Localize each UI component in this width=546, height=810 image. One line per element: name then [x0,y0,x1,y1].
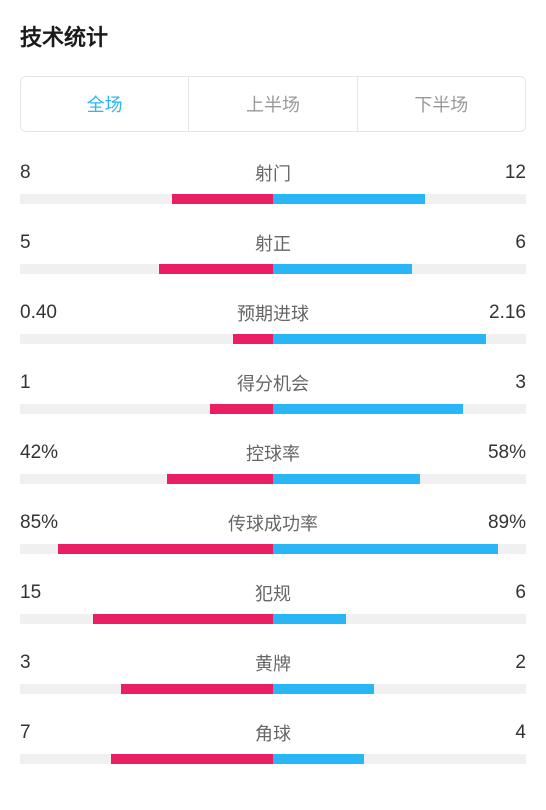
stat-row: 85%传球成功率89% [20,510,526,554]
stat-bar-right-fill [273,194,425,204]
stat-value-right: 6 [466,582,526,604]
stat-label: 角球 [80,720,466,746]
stat-bar-right-track [273,684,526,694]
stats-panel: 技术统计 全场 上半场 下半场 8射门125射正60.40预期进球2.161得分… [0,0,546,810]
stat-bar-right-fill [273,264,412,274]
stat-row: 1得分机会3 [20,370,526,414]
stat-bar-left-track [20,404,273,414]
stat-bar-left-track [20,544,273,554]
stat-header: 85%传球成功率89% [20,510,526,536]
tab-first-half[interactable]: 上半场 [189,77,357,131]
stat-row: 7角球4 [20,720,526,764]
stat-value-right: 89% [466,512,526,534]
stat-value-left: 8 [20,162,80,184]
stat-bar-left-fill [233,334,273,344]
stat-row: 15犯规6 [20,580,526,624]
stat-header: 0.40预期进球2.16 [20,300,526,326]
stat-bar-left-track [20,474,273,484]
stat-bar-right-fill [273,334,486,344]
stat-label: 黄牌 [80,650,466,676]
stat-bar-left-fill [172,194,273,204]
stat-value-right: 58% [466,442,526,464]
stat-bar [20,684,526,694]
stat-bar-left-fill [167,474,273,484]
stat-bar-right-track [273,614,526,624]
stats-list: 8射门125射正60.40预期进球2.161得分机会342%控球率58%85%传… [20,160,526,764]
stat-bar-left-fill [121,684,273,694]
stat-label: 预期进球 [80,300,466,326]
stat-value-left: 0.40 [20,302,80,324]
stat-bar-right-fill [273,474,420,484]
stat-bar-left-track [20,264,273,274]
stat-row: 3黄牌2 [20,650,526,694]
stat-value-left: 3 [20,652,80,674]
stat-bar-right-track [273,404,526,414]
stat-bar-right-track [273,754,526,764]
stat-bar-left-fill [111,754,273,764]
stat-bar-left-fill [58,544,273,554]
stat-header: 42%控球率58% [20,440,526,466]
stat-row: 8射门12 [20,160,526,204]
stat-header: 7角球4 [20,720,526,746]
stat-value-left: 1 [20,372,80,394]
stat-bar [20,404,526,414]
page-title: 技术统计 [20,20,526,52]
stat-value-right: 3 [466,372,526,394]
stat-label: 得分机会 [80,370,466,396]
stat-header: 3黄牌2 [20,650,526,676]
stat-value-left: 42% [20,442,80,464]
stat-bar-right-track [273,334,526,344]
stat-bar [20,194,526,204]
stat-bar [20,754,526,764]
stat-bar-left-track [20,334,273,344]
stat-header: 5射正6 [20,230,526,256]
stat-bar-left-fill [210,404,273,414]
tab-second-half[interactable]: 下半场 [358,77,525,131]
stat-value-right: 6 [466,232,526,254]
stat-bar [20,614,526,624]
tab-full[interactable]: 全场 [21,77,189,131]
stat-bar [20,544,526,554]
stat-bar-left-track [20,194,273,204]
stat-value-right: 2 [466,652,526,674]
stat-label: 射门 [80,160,466,186]
stat-row: 0.40预期进球2.16 [20,300,526,344]
stat-label: 犯规 [80,580,466,606]
stat-bar-right-track [273,544,526,554]
stat-bar-right-track [273,474,526,484]
stat-header: 8射门12 [20,160,526,186]
stat-value-right: 12 [466,162,526,184]
stat-bar-right-fill [273,404,463,414]
stat-bar-left-track [20,754,273,764]
stat-bar [20,264,526,274]
stat-value-right: 4 [466,722,526,744]
stat-bar-right-track [273,264,526,274]
stat-value-left: 85% [20,512,80,534]
period-tabs: 全场 上半场 下半场 [20,76,526,132]
stat-bar-left-track [20,614,273,624]
stat-value-right: 2.16 [466,302,526,324]
stat-bar-right-track [273,194,526,204]
stat-bar [20,474,526,484]
stat-row: 42%控球率58% [20,440,526,484]
stat-bar-right-fill [273,544,498,554]
stat-value-left: 15 [20,582,80,604]
stat-header: 1得分机会3 [20,370,526,396]
stat-bar-left-track [20,684,273,694]
stat-value-left: 5 [20,232,80,254]
stat-label: 控球率 [80,440,466,466]
stat-value-left: 7 [20,722,80,744]
stat-bar-right-fill [273,684,374,694]
stat-header: 15犯规6 [20,580,526,606]
stat-bar-left-fill [159,264,273,274]
stat-label: 射正 [80,230,466,256]
stat-label: 传球成功率 [80,510,466,536]
stat-row: 5射正6 [20,230,526,274]
stat-bar-right-fill [273,754,364,764]
stat-bar-left-fill [93,614,273,624]
stat-bar-right-fill [273,614,346,624]
stat-bar [20,334,526,344]
